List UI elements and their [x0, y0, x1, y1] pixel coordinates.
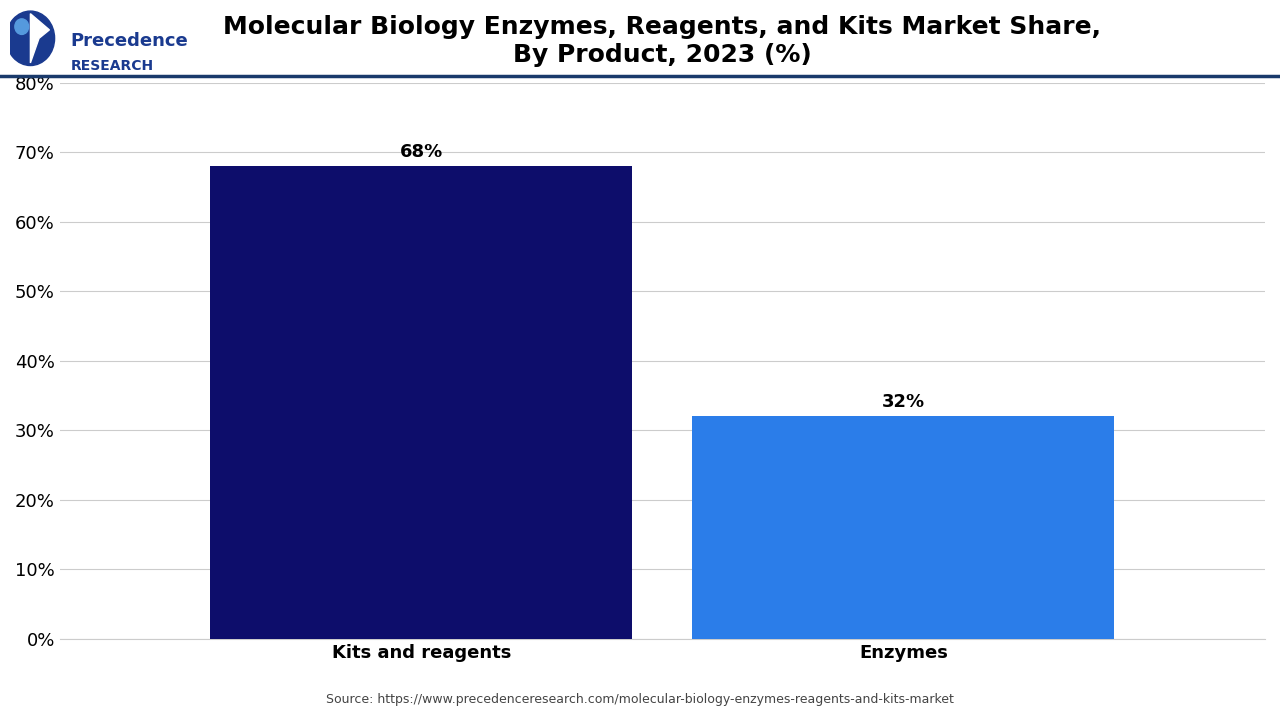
Text: Precedence: Precedence — [70, 32, 188, 50]
Text: 32%: 32% — [882, 393, 925, 411]
Bar — [692, 416, 1115, 639]
Title: Molecular Biology Enzymes, Reagents, and Kits Market Share,
By Product, 2023 (%): Molecular Biology Enzymes, Reagents, and… — [224, 15, 1101, 67]
Text: RESEARCH: RESEARCH — [70, 59, 154, 73]
Text: Source: https://www.precedenceresearch.com/molecular-biology-enzymes-reagents-an: Source: https://www.precedenceresearch.c… — [326, 693, 954, 706]
Bar — [210, 166, 632, 639]
Circle shape — [6, 11, 55, 66]
Circle shape — [15, 19, 28, 35]
Polygon shape — [31, 14, 50, 63]
Text: 68%: 68% — [399, 143, 443, 161]
